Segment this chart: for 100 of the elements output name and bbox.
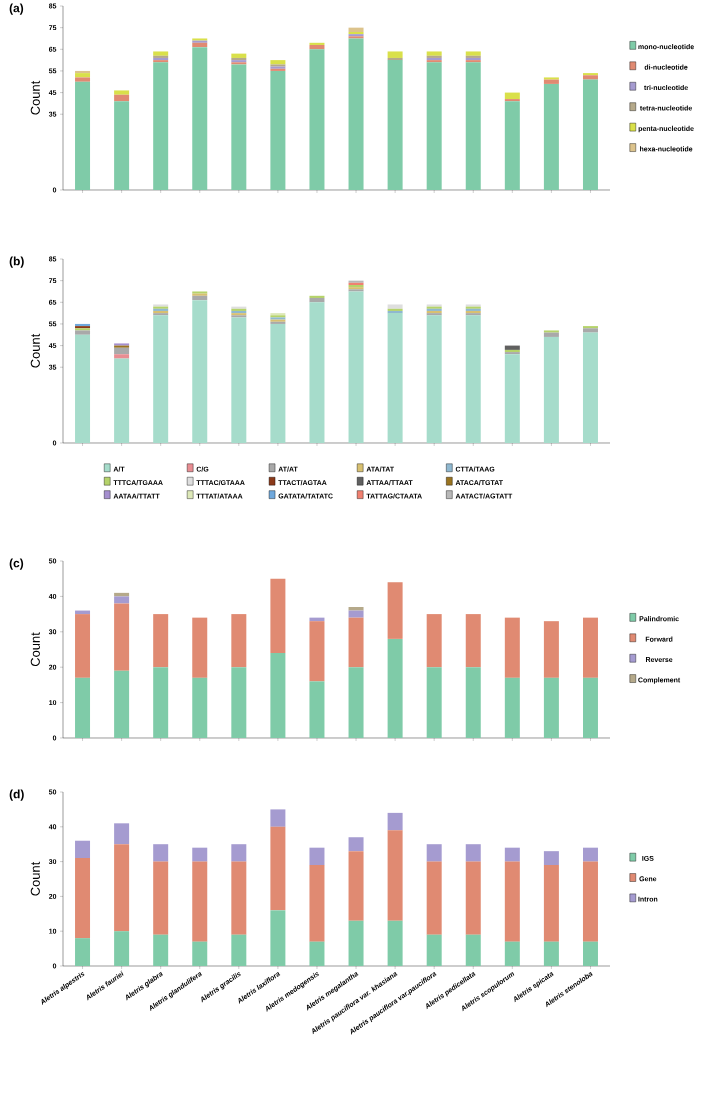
bar — [348, 291, 364, 443]
bar — [114, 347, 130, 355]
bar — [387, 304, 403, 309]
bar — [153, 934, 169, 966]
bar — [75, 840, 91, 859]
bar — [192, 42, 208, 48]
bar — [270, 70, 286, 190]
bar — [309, 865, 325, 942]
bar — [153, 861, 169, 935]
bar — [543, 621, 559, 678]
bar — [114, 94, 130, 102]
bar — [114, 823, 130, 845]
chart-title: (a) — [9, 3, 24, 15]
bar — [153, 51, 169, 56]
bar — [582, 677, 598, 738]
bar — [309, 42, 325, 45]
bar — [465, 934, 481, 966]
bar — [504, 847, 520, 862]
bar — [387, 830, 403, 921]
bar — [582, 328, 598, 333]
bar — [75, 77, 91, 82]
bar — [192, 300, 208, 443]
bar — [543, 941, 559, 966]
bar — [465, 315, 481, 443]
bar — [192, 295, 208, 301]
chart-title: (c) — [9, 558, 24, 570]
bar — [192, 677, 208, 738]
bar — [348, 851, 364, 921]
bar — [75, 677, 91, 738]
bar — [153, 614, 169, 668]
bar — [231, 614, 247, 668]
bar — [114, 603, 130, 671]
bar — [231, 934, 247, 966]
bar — [309, 295, 325, 298]
bar — [309, 847, 325, 866]
bar — [348, 38, 364, 190]
bar — [231, 64, 247, 190]
bar — [153, 62, 169, 190]
bar — [582, 79, 598, 190]
bar — [75, 334, 91, 443]
bar — [426, 315, 442, 443]
bar — [270, 826, 286, 911]
bar — [465, 614, 481, 668]
bar — [504, 617, 520, 678]
bar — [543, 83, 559, 190]
bar — [387, 313, 403, 443]
bar — [348, 610, 364, 618]
bar — [309, 297, 325, 303]
bar — [504, 941, 520, 966]
bar — [582, 861, 598, 942]
bar — [114, 358, 130, 443]
bar — [75, 858, 91, 939]
bar — [582, 332, 598, 443]
bar — [231, 53, 247, 58]
bar — [426, 667, 442, 738]
bar — [465, 844, 481, 862]
bar — [348, 617, 364, 668]
bar — [504, 354, 520, 443]
bar — [465, 667, 481, 738]
bar — [543, 330, 559, 333]
y-axis-title: Count — [30, 632, 40, 667]
bar — [387, 638, 403, 738]
bar — [348, 920, 364, 966]
bar — [153, 844, 169, 862]
bar — [426, 614, 442, 668]
y-axis-title: Count — [30, 861, 40, 896]
bar — [465, 51, 481, 56]
chart-title: (b) — [9, 256, 24, 268]
bar — [504, 345, 520, 350]
bar — [114, 101, 130, 190]
bar — [270, 578, 286, 654]
bar — [75, 70, 91, 74]
bar — [114, 90, 130, 95]
bar — [504, 101, 520, 190]
bar — [75, 614, 91, 678]
bar — [348, 667, 364, 738]
bar — [387, 920, 403, 966]
bar — [270, 910, 286, 966]
bar — [543, 851, 559, 866]
bar — [231, 844, 247, 862]
bar — [387, 812, 403, 831]
bar — [543, 336, 559, 443]
bar — [153, 667, 169, 738]
bar — [426, 844, 442, 862]
bar — [231, 667, 247, 738]
bar — [582, 847, 598, 862]
bar — [231, 861, 247, 935]
bar — [75, 81, 91, 190]
bar — [309, 302, 325, 443]
bar — [543, 677, 559, 738]
bar — [348, 607, 364, 611]
bar — [114, 670, 130, 738]
bar — [426, 934, 442, 966]
bar — [582, 941, 598, 966]
bar — [543, 79, 559, 84]
bar — [153, 315, 169, 443]
bar — [192, 941, 208, 966]
bar — [543, 865, 559, 942]
bar — [75, 938, 91, 966]
bar — [114, 844, 130, 932]
